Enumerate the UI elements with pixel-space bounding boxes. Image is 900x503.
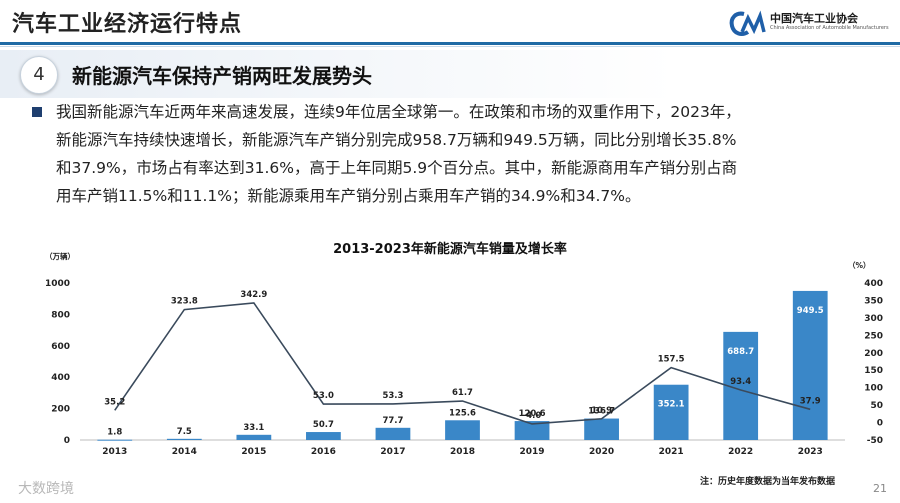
header-rule: [0, 42, 900, 45]
x-tick-label: 2020: [589, 447, 614, 457]
paragraph-line: 和37.9%，市场占有率达到31.6%，高于上年同期5.9个百分点。其中，新能源…: [56, 159, 738, 177]
bullet-square-icon: [32, 107, 42, 117]
bar-value-label: 352.1: [658, 400, 685, 410]
x-tick-label: 2021: [659, 447, 684, 457]
sales-bar: [653, 384, 689, 440]
sales-bar: [445, 420, 480, 440]
y-right-tick-label: 200: [864, 349, 883, 359]
bar-value-label: 120.6: [519, 409, 546, 419]
chart-footnote: 注：历史年度数据为当年发布数据: [700, 477, 836, 487]
growth-value-label: 61.7: [452, 388, 473, 398]
y-right-tick-label: -50: [867, 436, 883, 446]
y-right-tick-label: 300: [864, 314, 883, 324]
y-left-tick-label: 0: [64, 436, 70, 446]
slide-header: 汽车工业经济运行特点 中国汽车工业协会 China Association of…: [0, 0, 900, 47]
x-tick-label: 2022: [728, 447, 753, 457]
sales-bar: [97, 439, 133, 441]
y-right-tick-label: 150: [864, 366, 883, 376]
x-tick-label: 2019: [520, 447, 545, 457]
bar-value-label: 7.5: [177, 427, 192, 437]
y-right-tick-label: 0: [877, 419, 883, 429]
x-tick-label: 2016: [311, 447, 336, 457]
growth-value-label: 93.4: [730, 377, 751, 387]
sales-growth-chart: 0 200 400 600 800 1000 （万辆） -50 0 50 100 150 200 250…: [45, 251, 883, 457]
y-left-unit: （万辆）: [45, 251, 75, 261]
summary-paragraph: 我国新能源汽车近两年来高速发展，连续9年位居全球第一。在政策和市场的双重作用下，…: [56, 98, 886, 210]
paragraph-line: 我国新能源汽车近两年来高速发展，连续9年位居全球第一。在政策和市场的双重作用下，…: [56, 103, 741, 121]
growth-value-label: 10.9: [591, 406, 612, 416]
logo-text-en: China Association of Automobile Manufact…: [770, 25, 889, 31]
section-banner: 4 新能源汽车保持产销两旺发展势头: [0, 50, 900, 98]
bar-value-label: 949.5: [797, 306, 824, 316]
bar-value-label: 50.7: [313, 420, 334, 430]
growth-rate-line: [114, 302, 811, 425]
x-tick-label: 2017: [380, 447, 405, 457]
growth-value-label: -4.0: [523, 411, 542, 421]
sales-bar: [375, 427, 411, 440]
bar-value-label: 33.1: [243, 423, 264, 433]
logo-text-cn: 中国汽车工业协会: [770, 12, 858, 25]
header-rule-thin: [0, 46, 900, 47]
sales-bar: [792, 290, 828, 440]
y-right-tick-label: 400: [864, 279, 883, 289]
sales-bar: [584, 418, 619, 440]
growth-value-label: 37.9: [800, 396, 821, 406]
growth-value-label: 53.3: [382, 391, 403, 401]
y-right-tick-label: 100: [864, 384, 883, 394]
x-tick-label: 2014: [172, 447, 197, 457]
sales-bar: [236, 434, 272, 440]
growth-value-label: 342.9: [240, 290, 267, 300]
bar-value-label: 688.7: [727, 347, 754, 357]
slide-title: 汽车工业经济运行特点: [12, 12, 243, 37]
section-number: 4: [20, 56, 58, 94]
y-left-tick-label: 200: [51, 405, 70, 415]
sales-bar: [306, 432, 341, 440]
y-right-tick-label: 50: [870, 401, 883, 411]
y-right-tick-label: 250: [864, 331, 883, 341]
bar-value-label: 77.7: [382, 416, 403, 426]
bar-value-label: 125.6: [449, 408, 476, 418]
chart-title: 2013-2023年新能源汽车销量及增长率: [333, 242, 567, 257]
watermark-brand: 大数跨境: [18, 481, 74, 497]
growth-value-label: 53.0: [313, 391, 334, 401]
section-background: [0, 50, 900, 98]
y-left-tick-label: 1000: [45, 279, 70, 289]
growth-value-label: 157.5: [658, 355, 685, 365]
bar-value-label: 1.8: [107, 428, 122, 438]
paragraph-line: 新能源汽车持续快速增长，新能源汽车产销分别完成958.7万辆和949.5万辆，同…: [56, 131, 737, 149]
growth-value-label: 323.8: [171, 297, 198, 307]
y-right-unit: （%）: [848, 260, 871, 270]
x-tick-label: 2018: [450, 447, 475, 457]
association-logo: 中国汽车工业协会 China Association of Automobile…: [728, 10, 893, 40]
x-tick-label: 2023: [798, 447, 823, 457]
bar-value-label: 136.7: [588, 407, 615, 417]
page-number: 21: [873, 482, 887, 495]
cm-logo-icon: [729, 10, 766, 36]
paragraph-line: 用车产销11.5%和11.1%；新能源乘用车产销分别占乘用车产销的34.9%和3…: [56, 187, 641, 205]
y-left-tick-label: 600: [51, 342, 70, 352]
x-tick-label: 2013: [102, 447, 127, 457]
y-left-tick-label: 400: [51, 373, 70, 383]
section-title: 新能源汽车保持产销两旺发展势头: [72, 64, 372, 88]
sales-bar: [166, 438, 202, 440]
y-left-tick-label: 800: [51, 310, 70, 320]
sales-bar: [514, 421, 550, 440]
x-tick-label: 2015: [241, 447, 266, 457]
y-right-tick-label: 350: [864, 296, 883, 306]
growth-value-label: 35.2: [104, 397, 125, 407]
